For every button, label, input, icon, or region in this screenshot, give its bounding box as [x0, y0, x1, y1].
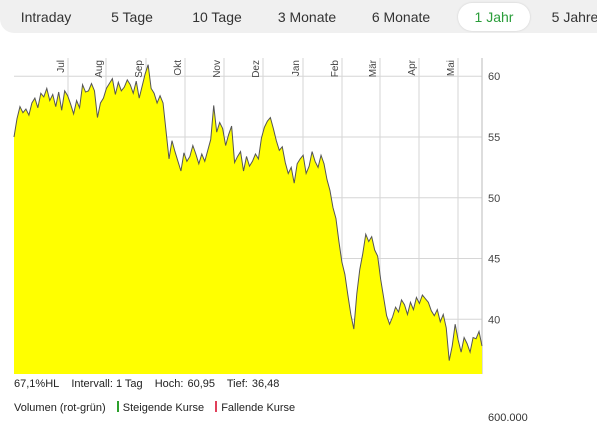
high-label: Hoch: — [154, 378, 184, 390]
tab-5-tage[interactable]: 5 Tage — [111, 9, 153, 25]
month-label: Mai — [446, 60, 457, 76]
month-label: Aug — [94, 60, 105, 78]
volume-axis-label: 600.000 — [488, 412, 528, 424]
tab-3-monate[interactable]: 3 Monate — [277, 9, 337, 25]
high-stat: Hoch: 60,95 — [155, 378, 215, 390]
month-label: Sep — [134, 60, 145, 78]
tab-5-jahre[interactable]: 5 Jahre — [551, 9, 597, 25]
falling-label: Fallende Kurse — [221, 402, 296, 414]
low-value: 36,48 — [251, 378, 280, 390]
price-tick-label: 45 — [488, 254, 500, 266]
high-value: 60,95 — [187, 378, 216, 390]
interval-stat: Intervall: 1 Tag — [71, 378, 143, 390]
price-tick-label: 60 — [488, 71, 500, 83]
month-label: Nov — [212, 60, 223, 78]
price-axis-labels: 40 45 50 55 60 — [488, 71, 500, 326]
low-stat: Tief: 36,48 — [227, 378, 280, 390]
tab-6-monate[interactable]: 6 Monate — [371, 9, 431, 25]
month-label: Dez — [251, 60, 262, 78]
month-label: Okt — [173, 60, 184, 76]
month-label: Feb — [330, 60, 341, 78]
rising-label: Steigende Kurse — [122, 402, 205, 414]
price-tick-label: 55 — [488, 132, 500, 144]
price-chart: Jul Aug Sep Okt Nov Dez Jan Feb Mär Apr Mai 40 45 50… — [13, 58, 500, 375]
low-label: Tief: — [226, 378, 248, 390]
month-label: Jul — [56, 60, 67, 73]
volume-legend: Volumen (rot-grün) Steigende Kurse Falle… — [14, 401, 295, 414]
month-label: Jan — [291, 60, 302, 76]
rising-marker — [116, 401, 119, 412]
range-tabs: Intraday 5 Tage 10 Tage 3 Monate 6 Monate 1 J… — [0, 0, 597, 33]
falling-marker — [215, 401, 218, 412]
hl-stat: 67,1%HL — [14, 378, 60, 390]
tab-intraday[interactable]: Intraday — [20, 9, 72, 25]
month-label: Mär — [368, 59, 379, 77]
tab-1-jahr[interactable]: 1 Jahr — [458, 3, 530, 31]
price-tick-label: 40 — [488, 314, 500, 326]
month-labels: Jul Aug Sep Okt Nov Dez Jan Feb Mär Apr Mai — [56, 59, 457, 77]
month-label: Apr — [407, 59, 418, 75]
price-tick-label: 50 — [488, 193, 500, 205]
price-line — [13, 64, 483, 361]
tab-10-tage[interactable]: 10 Tage — [192, 9, 242, 25]
price-area — [14, 64, 482, 375]
chart-stats: 67,1%HL Intervall: 1 Tag Hoch: 60,95 Tief… — [14, 378, 288, 390]
volume-label: Volumen (rot-grün) — [14, 402, 106, 414]
